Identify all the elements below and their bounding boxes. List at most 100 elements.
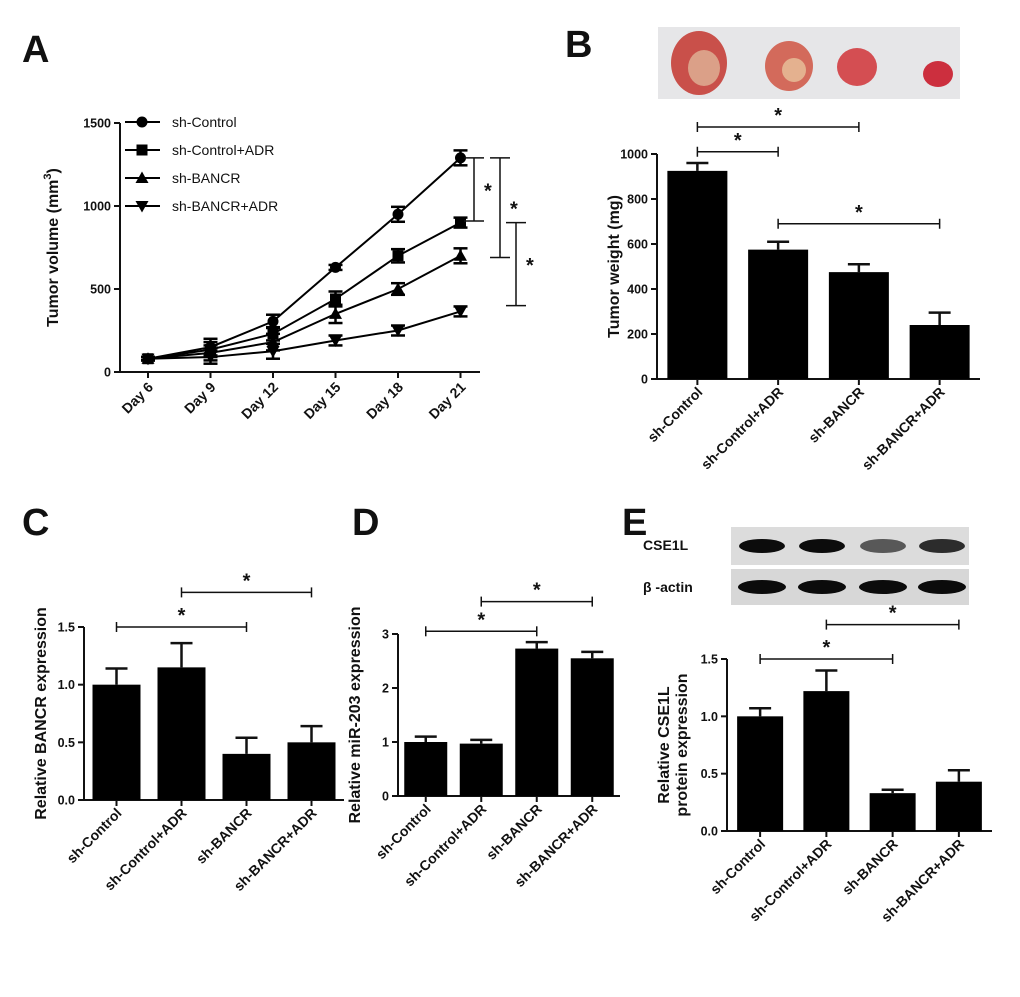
blot-bands-cse1l (739, 539, 965, 553)
x-tick-label: sh-Control (644, 384, 705, 445)
tumor-image-1-highlight (688, 50, 720, 86)
series-line (147, 157, 462, 360)
significance-star: * (774, 105, 782, 127)
y-tick-label: 1.5 (58, 621, 75, 635)
bar (667, 170, 728, 379)
y-axis-title: Relative BANCR expression (33, 607, 50, 820)
significance-star: * (734, 130, 742, 152)
data-point-circle (392, 208, 404, 220)
panel-letter-b: B (565, 24, 592, 66)
significance-star: * (178, 605, 186, 627)
data-point-triangle-down (135, 201, 149, 213)
data-point-triangle-down (141, 353, 155, 366)
data-point-triangle-up (329, 307, 342, 319)
x-tick-label: Day 6 (118, 379, 156, 417)
y-axis-title-close: ) (45, 168, 62, 173)
data-point-square (455, 217, 466, 229)
significance-star: * (822, 637, 830, 659)
x-tick-label: Day 18 (363, 379, 406, 422)
y-axis-title-main: Tumor volume (mm (45, 180, 62, 327)
y-tick-label: 2 (382, 682, 389, 696)
bar (828, 272, 889, 379)
data-point-triangle-up (454, 249, 467, 261)
chart-b-tumor-weight: 0 200 400 600 800 1000 sh-Controlsh-Control+AD… (606, 105, 980, 473)
blot-band (799, 539, 845, 553)
data-point-circle (455, 152, 466, 164)
data-point-square (136, 144, 148, 156)
y-tick-label: 1.0 (701, 710, 718, 724)
x-tick-label: sh-BANCR (839, 836, 901, 898)
data-point-triangle-down (454, 306, 467, 318)
significance-star: * (855, 202, 863, 224)
data-point-triangle-up (391, 282, 405, 294)
x-tick-label: sh-BANCR (193, 805, 255, 867)
x-tick-label: Day 9 (181, 379, 219, 417)
panel-letter-d: D (352, 502, 379, 544)
significance-star: * (477, 609, 485, 631)
data-point-circle (330, 261, 341, 273)
legend-label: sh-BANCR (172, 170, 240, 186)
significance-star: * (510, 199, 518, 221)
tumor-image-2-highlight (782, 58, 806, 82)
y-axis-title: protein expression (674, 673, 691, 816)
x-tick-label: Day 15 (300, 379, 343, 422)
x-tick-label: Day 12 (238, 379, 281, 422)
blot-label-beta-actin: β -actin (643, 579, 693, 595)
legend-label: sh-Control+ADR (172, 142, 274, 158)
bar (287, 742, 336, 800)
significance-star: * (526, 255, 534, 277)
panel-letter-a: A (22, 29, 49, 71)
y-tick-label: 1000 (83, 200, 111, 214)
significance-star: * (484, 180, 492, 202)
y-tick-label: 0.0 (701, 825, 718, 839)
y-axis-title: Relative CSE1L (656, 686, 673, 804)
blot-band (918, 580, 966, 594)
bar (404, 742, 448, 796)
series-line (147, 310, 461, 360)
bar (748, 249, 809, 379)
panel-letter-e: E (622, 502, 647, 544)
bar (157, 667, 206, 800)
y-tick-label: 1.0 (58, 678, 75, 692)
bar (222, 753, 271, 800)
bar (737, 716, 784, 831)
series-line (147, 254, 461, 360)
bar (515, 648, 559, 796)
y-tick-label: 0.5 (701, 767, 718, 781)
blot-band (860, 539, 906, 553)
y-tick-label: 500 (90, 283, 111, 297)
blot-band (919, 539, 965, 553)
y-axis-title-superscript: 3 (42, 173, 54, 179)
bar (803, 691, 850, 831)
significance-star: * (889, 603, 897, 625)
y-axis-title: Relative miR-203 expression (347, 607, 364, 824)
y-tick-label: 1 (382, 736, 389, 750)
y-axis-title: Tumor volume (mm3) (42, 168, 62, 327)
y-tick-label: 800 (627, 193, 648, 207)
legend-label: sh-BANCR+ADR (172, 198, 278, 214)
x-tick-label: sh-BANCR+ADR (859, 384, 948, 473)
y-tick-label: 0 (641, 373, 648, 387)
x-tick-label: sh-BANCR (805, 384, 867, 446)
y-tick-label: 0.0 (58, 794, 75, 808)
series-line (147, 221, 461, 360)
data-point-triangle-down (204, 352, 217, 364)
blot-band (798, 580, 846, 594)
chart-d-mir203-expression: 0123sh-Controlsh-Control+ADRsh-BANCRsh-B… (347, 580, 620, 890)
data-point-circle (267, 315, 279, 327)
data-point-square (392, 250, 404, 262)
y-tick-label: 600 (627, 238, 648, 252)
blot-label-cse1l: CSE1L (643, 537, 689, 553)
y-tick-label: 1.5 (701, 653, 718, 667)
y-tick-label: 3 (382, 628, 389, 642)
bar (570, 658, 614, 796)
x-tick-label: sh-Control+ADR (698, 384, 787, 473)
data-point-square (330, 293, 341, 305)
data-point-triangle-down (391, 325, 405, 337)
panel-letter-c: C (22, 502, 49, 544)
tumor-image-4 (923, 61, 953, 87)
y-tick-label: 1500 (83, 117, 111, 131)
x-tick-label: sh-Control (707, 836, 768, 897)
data-point-triangle-down (266, 346, 280, 358)
